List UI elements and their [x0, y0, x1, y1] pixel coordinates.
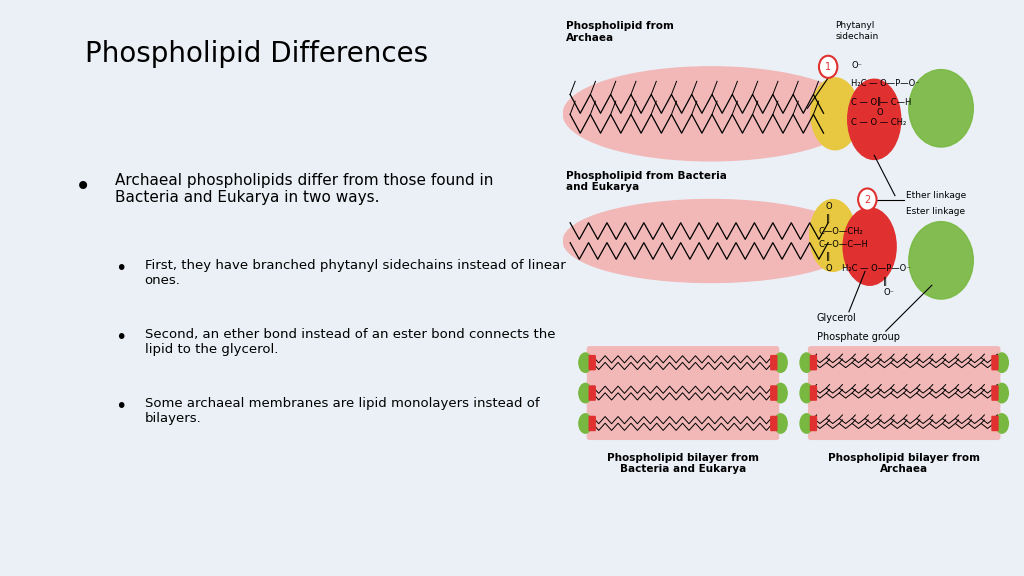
FancyBboxPatch shape — [808, 346, 1000, 379]
Text: O: O — [877, 108, 883, 117]
Text: Second, an ether bond instead of an ester bond connects the
lipid to the glycero: Second, an ether bond instead of an este… — [144, 328, 555, 357]
Text: •: • — [115, 328, 126, 347]
Ellipse shape — [909, 70, 973, 147]
Ellipse shape — [800, 414, 813, 433]
Ellipse shape — [995, 384, 1009, 403]
Text: C — O — C—H: C — O — C—H — [851, 98, 911, 107]
FancyBboxPatch shape — [991, 385, 998, 401]
FancyBboxPatch shape — [808, 377, 1000, 410]
Text: Phospholipid Differences: Phospholipid Differences — [85, 40, 428, 69]
Ellipse shape — [579, 384, 592, 403]
Text: O: O — [825, 264, 833, 273]
Text: O: O — [825, 202, 833, 211]
Ellipse shape — [800, 353, 813, 372]
Ellipse shape — [995, 353, 1009, 372]
Text: •: • — [115, 259, 126, 278]
FancyBboxPatch shape — [770, 385, 777, 401]
Ellipse shape — [909, 222, 973, 299]
FancyBboxPatch shape — [808, 407, 1000, 440]
Text: Archaeal phospholipids differ from those found in
Bacteria and Eukarya in two wa: Archaeal phospholipids differ from those… — [115, 173, 494, 205]
Text: Some archaeal membranes are lipid monolayers instead of
bilayers.: Some archaeal membranes are lipid monola… — [144, 397, 540, 426]
Text: C — O — CH₂: C — O — CH₂ — [851, 118, 906, 127]
Text: ‖: ‖ — [825, 214, 830, 223]
FancyBboxPatch shape — [810, 416, 817, 431]
Text: Phytanyl
sidechain: Phytanyl sidechain — [836, 21, 879, 41]
FancyBboxPatch shape — [810, 385, 817, 401]
FancyBboxPatch shape — [991, 355, 998, 370]
FancyBboxPatch shape — [587, 407, 779, 440]
FancyBboxPatch shape — [589, 416, 596, 431]
Text: Phospholipid bilayer from
Bacteria and Eukarya: Phospholipid bilayer from Bacteria and E… — [607, 453, 759, 475]
Ellipse shape — [563, 67, 858, 161]
Circle shape — [819, 56, 838, 78]
Ellipse shape — [811, 78, 859, 150]
Text: O⁻: O⁻ — [884, 288, 894, 297]
Ellipse shape — [774, 353, 787, 372]
Text: Phospholipid from Bacteria
and Eukarya: Phospholipid from Bacteria and Eukarya — [565, 170, 726, 192]
Ellipse shape — [579, 353, 592, 372]
Text: C—O—C—H: C—O—C—H — [819, 240, 868, 249]
Text: H₂C — O—P—O⁻: H₂C — O—P—O⁻ — [851, 79, 920, 88]
Ellipse shape — [843, 208, 896, 285]
Text: •: • — [75, 173, 91, 201]
Text: Phospholipid bilayer from
Archaea: Phospholipid bilayer from Archaea — [828, 453, 980, 475]
FancyBboxPatch shape — [589, 355, 596, 370]
FancyBboxPatch shape — [770, 355, 777, 370]
Ellipse shape — [774, 414, 787, 433]
Ellipse shape — [563, 199, 858, 282]
Text: H₂C — O—P—O⁻: H₂C — O—P—O⁻ — [842, 264, 910, 273]
Circle shape — [858, 188, 877, 211]
FancyBboxPatch shape — [810, 355, 817, 370]
Ellipse shape — [995, 414, 1009, 433]
FancyBboxPatch shape — [991, 416, 998, 431]
FancyBboxPatch shape — [587, 346, 779, 379]
Text: Phospholipid from
Archaea: Phospholipid from Archaea — [565, 21, 674, 43]
Text: O⁻: O⁻ — [851, 60, 862, 70]
FancyBboxPatch shape — [770, 416, 777, 431]
Ellipse shape — [579, 414, 592, 433]
Text: Ester linkage: Ester linkage — [906, 207, 966, 216]
Text: •: • — [115, 397, 126, 416]
Text: Ether linkage: Ether linkage — [906, 191, 967, 200]
Text: ‖: ‖ — [884, 277, 888, 286]
Text: ‖: ‖ — [877, 97, 881, 105]
Ellipse shape — [848, 79, 901, 160]
Text: 1: 1 — [825, 62, 831, 72]
FancyBboxPatch shape — [589, 385, 596, 401]
Ellipse shape — [800, 384, 813, 403]
Text: Phosphate group: Phosphate group — [817, 332, 900, 342]
Text: 2: 2 — [864, 195, 870, 204]
Text: Glycerol: Glycerol — [817, 313, 856, 323]
Text: C—O—CH₂: C—O—CH₂ — [819, 226, 863, 236]
Text: First, they have branched phytanyl sidechains instead of linear
ones.: First, they have branched phytanyl sidec… — [144, 259, 565, 287]
Ellipse shape — [774, 384, 787, 403]
Ellipse shape — [810, 199, 856, 271]
FancyBboxPatch shape — [587, 377, 779, 410]
Text: ‖: ‖ — [825, 252, 830, 261]
